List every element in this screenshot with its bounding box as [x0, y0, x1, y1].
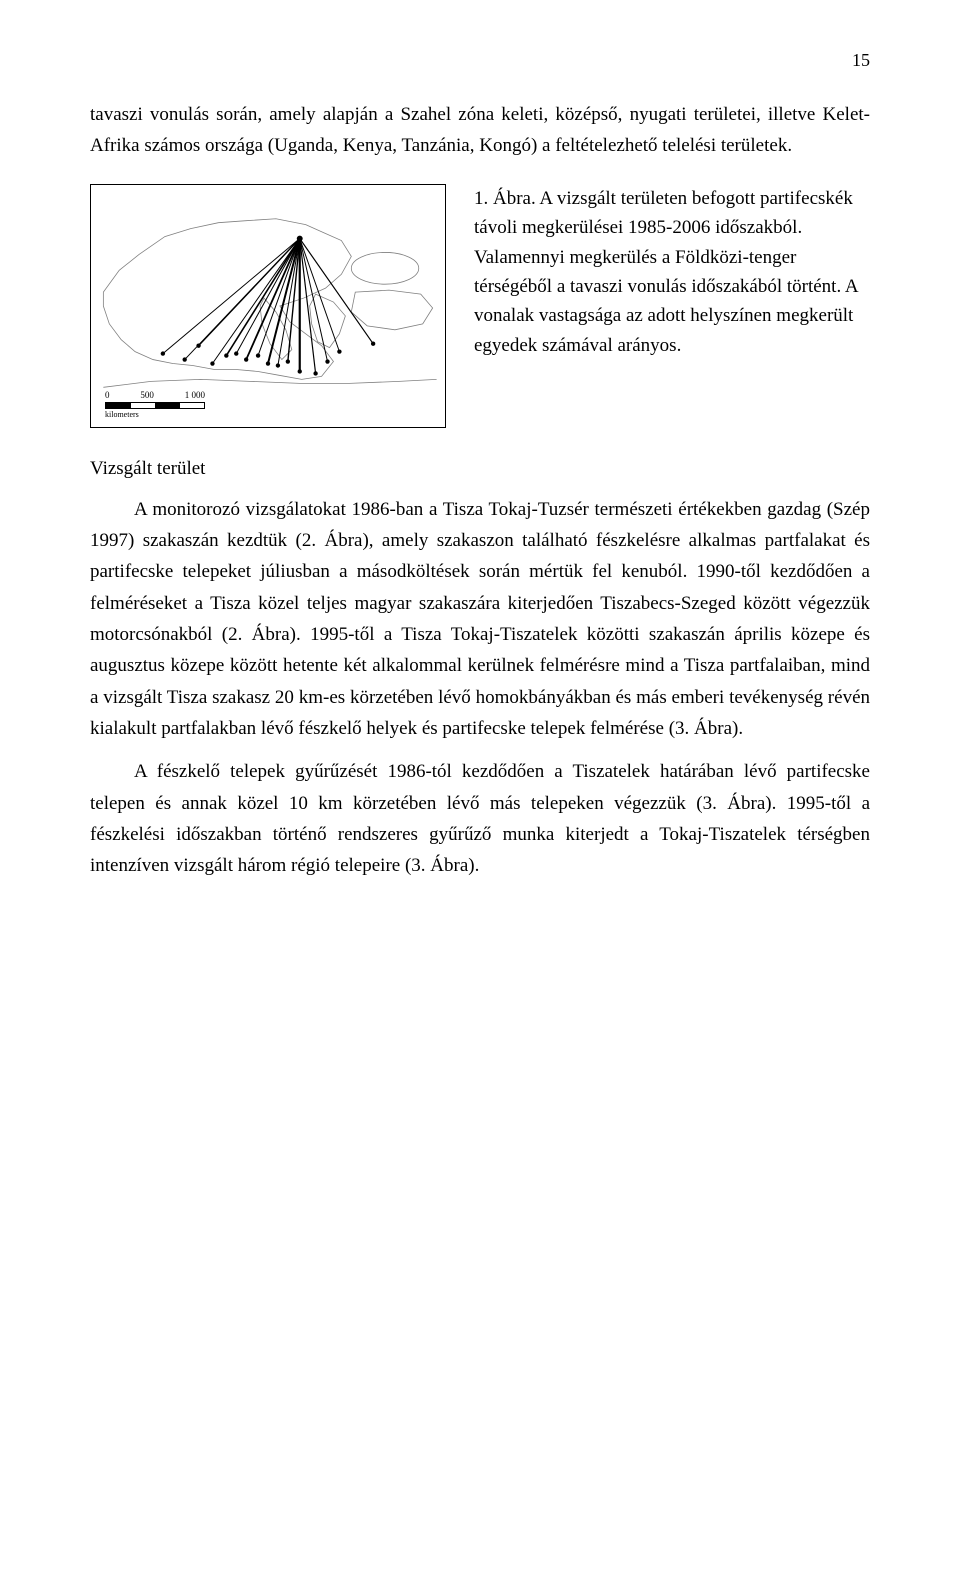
map-scalebar: 0 500 1 000 kilometers [105, 391, 205, 419]
origin-point [297, 235, 303, 241]
map-coastline [103, 218, 436, 387]
recovery-lines [163, 238, 373, 373]
figure-row: 0 500 1 000 kilometers 1. Ábra. A vizsgá… [90, 184, 870, 428]
figure-1-caption: 1. Ábra. A vizsgált területen befogott p… [474, 184, 870, 361]
figure-label: 1. Ábra. [474, 188, 536, 209]
scalebar-tick: 0 [105, 391, 110, 400]
page-number: 15 [90, 50, 870, 71]
scalebar-unit: kilometers [105, 411, 205, 419]
figure-1-map: 0 500 1 000 kilometers [90, 184, 446, 428]
scalebar-tick: 1 000 [185, 391, 205, 400]
body-paragraph-2: A fészkelő telepek gyűrűzését 1986-tól k… [90, 756, 870, 881]
body-paragraph-1: A monitorozó vizsgálatokat 1986-ban a Ti… [90, 494, 870, 745]
section-heading: Vizsgált terület [90, 458, 870, 480]
recovery-points [161, 341, 376, 375]
scalebar-tick: 500 [140, 391, 154, 400]
intro-paragraph: tavaszi vonulás során, amely alapján a S… [90, 99, 870, 162]
figure-caption-text: A vizsgált területen befogott partifecsk… [474, 188, 858, 356]
